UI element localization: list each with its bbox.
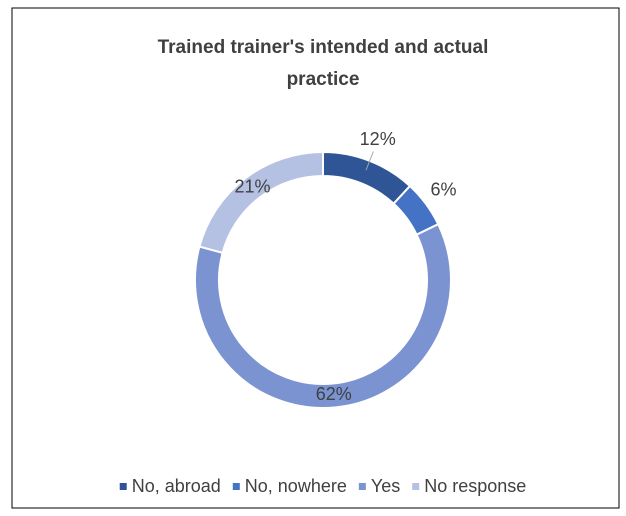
legend-swatch <box>232 483 240 490</box>
legend-label: No, nowhere <box>245 476 347 496</box>
legend-label: No, abroad <box>132 476 221 496</box>
data-label: 12% <box>360 129 396 149</box>
chart-frame <box>11 7 620 509</box>
data-label: 6% <box>431 179 457 199</box>
legend-label: No response <box>424 476 526 496</box>
legend-swatch <box>119 483 127 490</box>
legend-swatch <box>358 483 366 490</box>
legend-label: Yes <box>371 476 400 496</box>
leader-line <box>365 151 374 171</box>
chart-title: Trained trainer's intended and actual pra… <box>158 37 489 90</box>
legend-swatch <box>412 483 420 490</box>
donut-slice <box>198 150 324 255</box>
data-label: 62% <box>316 384 352 404</box>
donut-slice <box>194 222 452 409</box>
data-label: 21% <box>234 177 270 197</box>
